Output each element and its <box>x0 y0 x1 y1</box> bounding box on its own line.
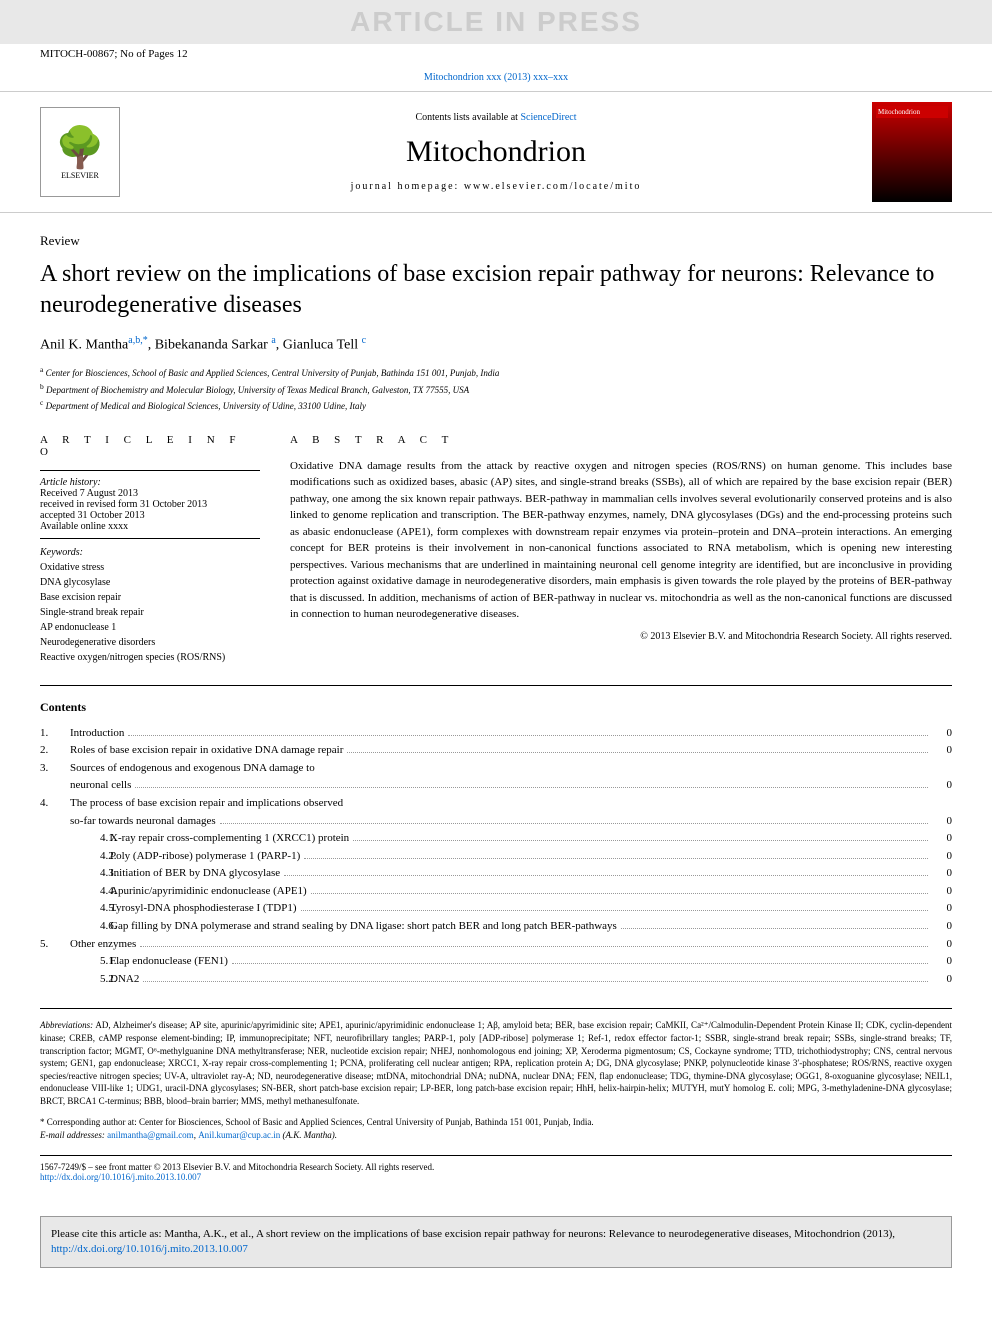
content-area: Review A short review on the implication… <box>0 213 992 1202</box>
keyword-item: AP endonuclease 1 <box>40 620 260 635</box>
toc-row: 4.2.Poly (ADP-ribose) polymerase 1 (PARP… <box>40 848 952 866</box>
received-date: Received 7 August 2013 <box>40 488 260 499</box>
journal-center: Contents lists available at ScienceDirec… <box>120 112 872 192</box>
journal-homepage: journal homepage: www.elsevier.com/locat… <box>120 181 872 192</box>
history-label: Article history: <box>40 477 260 488</box>
toc-row: so-far towards neuronal damages0 <box>40 813 952 831</box>
email-2[interactable]: Anil.kumar@cup.ac.in <box>198 1130 280 1140</box>
author-2: , Bibekananda Sarkar <box>148 338 272 353</box>
sciencedirect-link[interactable]: ScienceDirect <box>520 112 576 123</box>
doc-id: MITOCH-00867; No of Pages 12 <box>0 44 992 64</box>
authors: Anil K. Manthaa,b,*, Bibekananda Sarkar … <box>40 335 952 354</box>
affil-c: Department of Medical and Biological Sci… <box>46 401 366 411</box>
keywords-list: Oxidative stressDNA glycosylaseBase exci… <box>40 560 260 665</box>
toc-row: 5.1.Flap endonuclease (FEN1)0 <box>40 953 952 971</box>
abbrev-label: Abbreviations: <box>40 1020 93 1030</box>
toc-row: 2.Roles of base excision repair in oxida… <box>40 742 952 760</box>
affil-b: Department of Biochemistry and Molecular… <box>46 385 469 395</box>
email-1[interactable]: anilmantha@gmail.com <box>107 1130 194 1140</box>
toc-row: 5.Other enzymes0 <box>40 936 952 954</box>
in-press-banner: ARTICLE IN PRESS <box>0 0 992 44</box>
email-label: E-mail addresses: <box>40 1130 105 1140</box>
separator <box>40 685 952 686</box>
online-date: Available online xxxx <box>40 521 260 532</box>
keyword-item: Single-strand break repair <box>40 605 260 620</box>
contents-line: Contents lists available at ScienceDirec… <box>120 112 872 123</box>
abstract-copyright: © 2013 Elsevier B.V. and Mitochondria Re… <box>290 629 952 644</box>
article-type: Review <box>40 233 952 249</box>
affil-a: Center for Biosciences, School of Basic … <box>46 368 500 378</box>
footer-bar: 1567-7249/$ – see front matter © 2013 El… <box>40 1155 952 1182</box>
cite-box: Please cite this article as: Mantha, A.K… <box>40 1216 952 1269</box>
keywords-label: Keywords: <box>40 545 260 560</box>
contents-heading: Contents <box>40 700 952 715</box>
author-1: Anil K. Mantha <box>40 338 128 353</box>
article-title: A short review on the implications of ba… <box>40 259 952 321</box>
abbreviations: Abbreviations: AD, Alzheimer's disease; … <box>40 1008 952 1107</box>
article-info-col: A R T I C L E I N F O Article history: R… <box>40 434 260 665</box>
keyword-item: Reactive oxygen/nitrogen species (ROS/RN… <box>40 650 260 665</box>
keyword-item: DNA glycosylase <box>40 575 260 590</box>
abstract-heading: A B S T R A C T <box>290 434 952 446</box>
toc-row: neuronal cells0 <box>40 777 952 795</box>
table-of-contents: 1.Introduction02.Roles of base excision … <box>40 725 952 989</box>
elsevier-logo: 🌳 ELSEVIER <box>40 107 120 197</box>
issn-line: 1567-7249/$ – see front matter © 2013 El… <box>40 1162 952 1172</box>
revised-date: received in revised form 31 October 2013 <box>40 499 260 510</box>
toc-row: 4.3.Initiation of BER by DNA glycosylase… <box>40 865 952 883</box>
affiliations: a Center for Biosciences, School of Basi… <box>40 364 952 414</box>
toc-row: 1.Introduction0 <box>40 725 952 743</box>
keyword-item: Oxidative stress <box>40 560 260 575</box>
keyword-item: Base excision repair <box>40 590 260 605</box>
toc-row: 4.1.X-ray repair cross-complementing 1 (… <box>40 830 952 848</box>
keyword-item: Neurodegenerative disorders <box>40 635 260 650</box>
author-3: , Gianluca Tell <box>276 338 362 353</box>
toc-row: 4.4.Apurinic/apyrimidinic endonuclease (… <box>40 883 952 901</box>
toc-row: 5.2.DNA20 <box>40 971 952 989</box>
corresponding-author: * Corresponding author at: Center for Bi… <box>40 1116 952 1143</box>
doi-link[interactable]: http://dx.doi.org/10.1016/j.mito.2013.10… <box>40 1172 201 1182</box>
toc-row: 4.6.Gap filling by DNA polymerase and st… <box>40 918 952 936</box>
abstract-text: Oxidative DNA damage results from the at… <box>290 458 952 644</box>
journal-name: Mitochondrion <box>120 135 872 169</box>
accepted-date: accepted 31 October 2013 <box>40 510 260 521</box>
toc-row: 4.5.Tyrosyl-DNA phosphodiesterase I (TDP… <box>40 900 952 918</box>
toc-row: 4.The process of base excision repair an… <box>40 795 952 813</box>
journal-ref: Mitochondrion xxx (2013) xxx–xxx <box>0 64 992 91</box>
abstract-col: A B S T R A C T Oxidative DNA damage res… <box>290 434 952 665</box>
publisher-name: ELSEVIER <box>61 171 99 180</box>
cite-doi-link[interactable]: http://dx.doi.org/10.1016/j.mito.2013.10… <box>51 1243 248 1255</box>
info-abstract-row: A R T I C L E I N F O Article history: R… <box>40 434 952 665</box>
journal-cover-thumb: Mitochondrion <box>872 102 952 202</box>
journal-ref-link[interactable]: Mitochondrion xxx (2013) xxx–xxx <box>424 72 568 83</box>
toc-row: 3.Sources of endogenous and exogenous DN… <box>40 760 952 778</box>
info-heading: A R T I C L E I N F O <box>40 434 260 458</box>
abbrev-text: AD, Alzheimer's disease; AP site, apurin… <box>40 1020 952 1106</box>
journal-header: 🌳 ELSEVIER Contents lists available at S… <box>0 91 992 213</box>
elsevier-tree-icon: 🌳 <box>55 124 105 171</box>
